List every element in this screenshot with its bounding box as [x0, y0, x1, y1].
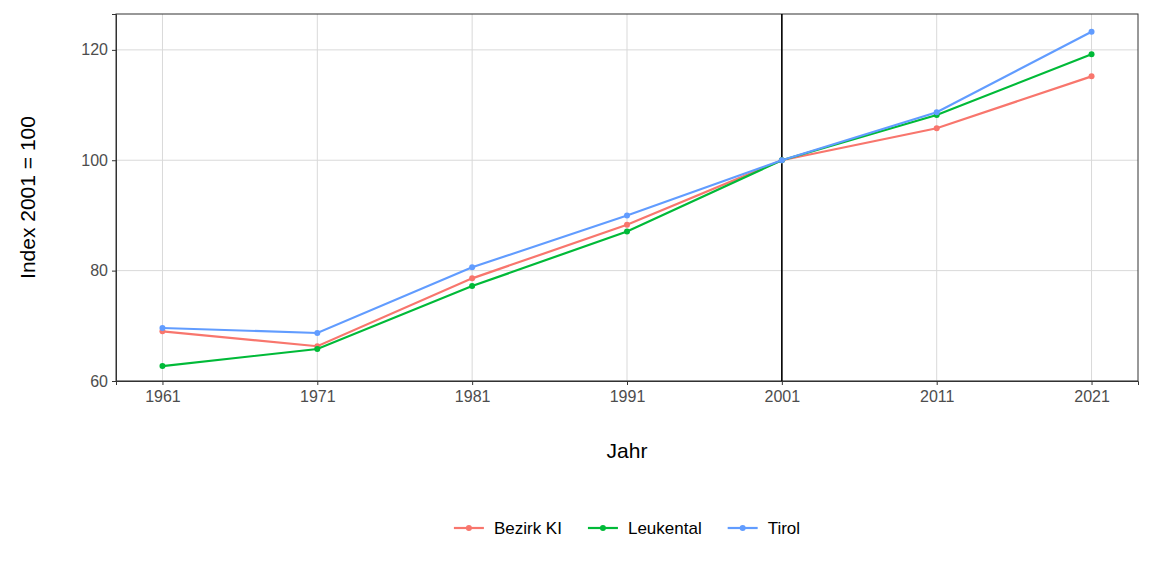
tick-mark — [317, 381, 318, 385]
grid — [116, 14, 1138, 381]
series-line — [162, 32, 1091, 333]
chart: 60 80 100 120 1961 1971 1981 1991 2001 2011 2021 Ja… — [0, 0, 1152, 576]
series-line — [162, 54, 1091, 366]
legend-key-point — [740, 525, 746, 531]
tick-mark — [627, 381, 628, 385]
legend-key-point — [600, 525, 606, 531]
legend-entry: Leukental — [588, 519, 702, 538]
series-point — [624, 222, 630, 228]
tick-label: 1991 — [610, 388, 646, 405]
tick: 1961 — [145, 381, 181, 405]
y-axis-title: Index 2001 = 100 — [16, 116, 39, 279]
series-point — [1089, 29, 1095, 35]
tick-label: 1971 — [300, 388, 336, 405]
legend-label: Bezirk KI — [494, 519, 562, 538]
tick: 2021 — [1074, 381, 1110, 405]
tick-label: 80 — [90, 262, 108, 279]
series-point — [624, 228, 630, 234]
tick-label: 1981 — [455, 388, 491, 405]
axis-line — [117, 382, 1139, 386]
x-axis: 1961 1971 1981 1991 2001 2011 2021 — [117, 381, 1139, 405]
x-grid-line — [1091, 14, 1092, 381]
tick-mark — [1092, 381, 1093, 385]
tick-label: 2001 — [765, 388, 801, 405]
series-point — [159, 325, 165, 331]
reference-line — [781, 14, 783, 381]
tick-mark — [112, 50, 116, 51]
tick-label: 120 — [81, 41, 108, 58]
series-line — [162, 76, 1091, 346]
tick: 2011 — [920, 381, 955, 405]
x-axis-title: Jahr — [607, 439, 648, 462]
tick: 1981 — [455, 381, 491, 405]
tick-label: 100 — [81, 152, 108, 169]
series-point — [779, 157, 785, 163]
tick: 1971 — [300, 381, 336, 405]
legend-label: Leukental — [628, 519, 702, 538]
y-axis: 60 80 100 120 — [81, 15, 116, 390]
series-point — [469, 283, 475, 289]
legend-entry: Bezirk KI — [454, 519, 562, 538]
series-point — [314, 346, 320, 352]
tick-mark — [162, 381, 163, 385]
x-grid-line — [781, 14, 782, 381]
panel-frame — [116, 14, 1138, 381]
tick-label: 2011 — [920, 388, 955, 405]
tick: 80 — [90, 262, 116, 279]
series-point — [1089, 51, 1095, 57]
series-point — [159, 363, 165, 369]
tick-mark — [112, 271, 116, 272]
tick-mark — [472, 381, 473, 385]
tick-mark — [937, 381, 938, 385]
tick-mark — [112, 160, 116, 161]
legend-entry: Tirol — [728, 519, 800, 538]
tick: 1991 — [610, 381, 646, 405]
x-grid-line — [627, 14, 628, 381]
tick-label: 2021 — [1074, 388, 1110, 405]
series-point — [934, 109, 940, 115]
series-point — [469, 264, 475, 270]
x-grid-line — [472, 14, 473, 381]
tick: 100 — [81, 152, 116, 169]
series-point — [1089, 73, 1095, 79]
legend-key-point — [466, 525, 472, 531]
tick-label: 60 — [90, 373, 108, 390]
x-grid-line — [317, 14, 318, 381]
tick: 2001 — [765, 381, 801, 405]
plot-area — [159, 14, 1094, 381]
tick-label: 1961 — [145, 388, 181, 405]
tick: 120 — [81, 41, 116, 58]
legend: Bezirk KI Leukental Tirol — [454, 519, 800, 538]
tick: 60 — [90, 373, 116, 390]
series-point — [934, 125, 940, 131]
series-point — [779, 157, 785, 163]
legend-label: Tirol — [768, 519, 800, 538]
series-point — [624, 212, 630, 218]
x-grid-line — [936, 14, 937, 381]
tick-mark — [112, 381, 116, 382]
series-point — [314, 330, 320, 336]
tick-mark — [782, 381, 783, 385]
series-point — [469, 275, 475, 281]
series-point — [779, 157, 785, 163]
